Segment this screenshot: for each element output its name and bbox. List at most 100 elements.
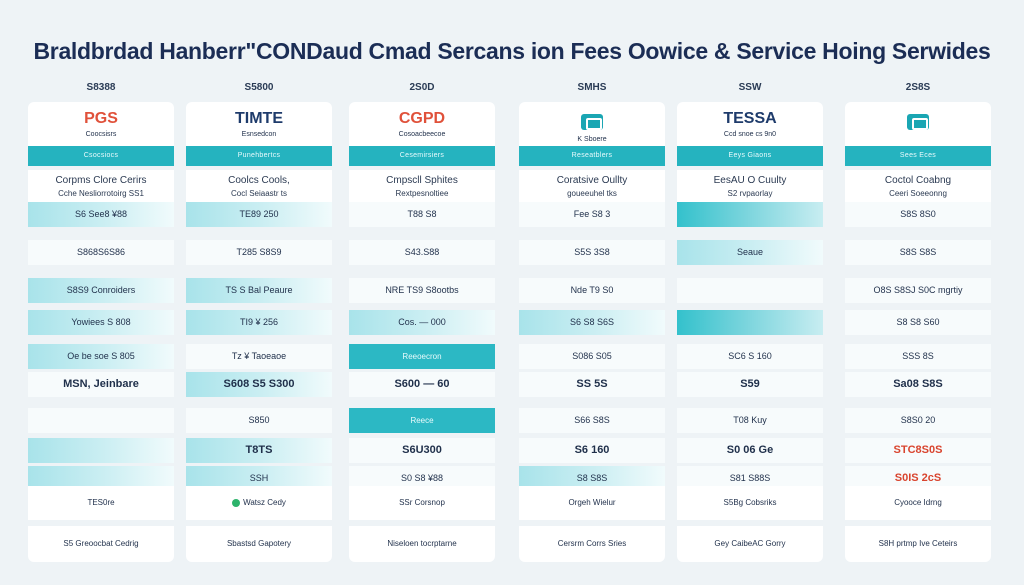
plan-footer[interactable]: S8H prtmp Ive Ceteirs bbox=[845, 526, 991, 562]
plan-footer[interactable]: Sbastsd Gapotery bbox=[186, 526, 332, 562]
provider-logo-sub: Ccd snoe cs 9n0 bbox=[723, 131, 777, 138]
pricing-column-4: SMHS K Sboere Reseatblers Coratsive Oullty g… bbox=[519, 82, 665, 562]
provider-logo-sub: Cosoacbeecoe bbox=[398, 131, 446, 138]
service-note-text: S5Bg Cobsriks bbox=[723, 498, 777, 507]
column-tag: S5800 bbox=[244, 82, 274, 93]
plan-desc-line-2: Cche Nesliorrotoirg SS1 bbox=[58, 189, 144, 198]
fee-row: T08 Kuy bbox=[677, 408, 823, 433]
fee-row: S66 S8S bbox=[519, 408, 665, 433]
plan-description: Corpms Clore Cerirs Cche Nesliorrotoirg S… bbox=[28, 170, 174, 204]
fee-row bbox=[677, 310, 823, 335]
fee-row: Reece bbox=[349, 408, 495, 433]
plan-band: Csocsiocs bbox=[28, 146, 174, 166]
provider-logo: TIMTE bbox=[235, 110, 283, 127]
plan-band: Eeys Giaons bbox=[677, 146, 823, 166]
fee-row: S8 S8 S60 bbox=[845, 310, 991, 335]
plan-footer[interactable]: Cersrm Corrs Sries bbox=[519, 526, 665, 562]
column-tag: SSW bbox=[738, 82, 762, 93]
plan-desc-line-2: Cocl Seiaastr ts bbox=[230, 189, 288, 198]
fee-row: Cos. — 000 bbox=[349, 310, 495, 335]
plan-description: Coolcs Cools, Cocl Seiaastr ts bbox=[186, 170, 332, 204]
plan-footer[interactable]: S5 Greoocbat Cedrig bbox=[28, 526, 174, 562]
pricing-column-3: 2S0D CGPD Cosoacbeecoe Cesemirsiers Cmpscll … bbox=[349, 82, 495, 562]
plan-footer[interactable]: Gey CaibeAC Gorry bbox=[677, 526, 823, 562]
fee-row: S8S9 Conroiders bbox=[28, 278, 174, 303]
plan-band: Cesemirsiers bbox=[349, 146, 495, 166]
fee-row: S59 bbox=[677, 372, 823, 397]
fee-row: MSN, Jeinbare bbox=[28, 372, 174, 397]
service-note-text: TES0re bbox=[87, 498, 115, 507]
fee-row: Sa08 S8S bbox=[845, 372, 991, 397]
plan-desc-line-1: Cmpscll Sphites bbox=[386, 175, 458, 186]
fee-row: S8S S8S bbox=[845, 240, 991, 265]
fee-row bbox=[28, 408, 174, 433]
fee-row: NRE TS9 S8ootbs bbox=[349, 278, 495, 303]
provider-screen-icon bbox=[581, 114, 603, 130]
provider-logo: CGPD bbox=[398, 110, 446, 127]
provider-logo-card[interactable]: TESSA Ccd snoe cs 9n0 bbox=[677, 102, 823, 146]
service-note-text: SSr Corsnop bbox=[399, 498, 445, 507]
provider-logo-card[interactable]: K Sboere bbox=[519, 102, 665, 146]
service-note: SSr Corsnop bbox=[349, 486, 495, 520]
column-tag: 2S0D bbox=[409, 82, 435, 93]
fee-row: Fee S8 3 bbox=[519, 202, 665, 227]
fee-row: S6 S8 S6S bbox=[519, 310, 665, 335]
fee-row: Reeoecron bbox=[349, 344, 495, 369]
provider-logo-card[interactable] bbox=[845, 102, 991, 146]
fee-row: S6U300 bbox=[349, 438, 495, 463]
column-tag: 2S8S bbox=[905, 82, 931, 93]
plan-desc-line-2: S2 rvpaorlay bbox=[727, 189, 773, 198]
plan-description: Coctol Coabng Ceeri Soeeonng bbox=[845, 170, 991, 204]
fee-row: S8S0 20 bbox=[845, 408, 991, 433]
fee-row: S6 See8 ¥88 bbox=[28, 202, 174, 227]
page-title: Braldbrdad Hanberr"CONDaud Cmad Sercans … bbox=[33, 38, 991, 64]
fee-row: Seaue bbox=[677, 240, 823, 265]
plan-desc-line-1: Coolcs Cools, bbox=[228, 175, 290, 186]
fee-row: STC8S0S bbox=[845, 438, 991, 463]
plan-band: Sees Eces bbox=[845, 146, 991, 166]
plan-desc-line-1: Coratsive Oullty bbox=[556, 175, 628, 186]
provider-logo-sub: K Sboere bbox=[577, 136, 607, 143]
service-note: Cyooce Idrng bbox=[845, 486, 991, 520]
fee-row: T285 S8S9 bbox=[186, 240, 332, 265]
pricing-column-1: S8388 PGS Coocsisrs Csocsiocs Corpms Clore C… bbox=[28, 82, 174, 562]
fee-row bbox=[677, 202, 823, 227]
fee-row: TE89 250 bbox=[186, 202, 332, 227]
plan-footer[interactable]: Niseloen tocrptarne bbox=[349, 526, 495, 562]
service-note: S5Bg Cobsriks bbox=[677, 486, 823, 520]
fee-row: S600 — 60 bbox=[349, 372, 495, 397]
provider-logo-card[interactable]: CGPD Cosoacbeecoe bbox=[349, 102, 495, 146]
fee-row: S8S 8S0 bbox=[845, 202, 991, 227]
fee-row bbox=[28, 438, 174, 463]
fee-row: Nde T9 S0 bbox=[519, 278, 665, 303]
pricing-column-6: 2S8S Sees Eces Coctol Coabng Ceeri Soeeonng… bbox=[845, 82, 991, 562]
fee-row: S086 S05 bbox=[519, 344, 665, 369]
plan-desc-line-1: EesAU O Cuulty bbox=[713, 175, 787, 186]
fee-row: Yowiees S 808 bbox=[28, 310, 174, 335]
fee-row: S868S6S86 bbox=[28, 240, 174, 265]
plan-desc-line-2: Rextpesnoltiee bbox=[395, 189, 449, 198]
service-note-text: Watsz Cedy bbox=[243, 498, 286, 507]
provider-logo: PGS bbox=[84, 110, 118, 127]
provider-logo-sub: Esnsedcon bbox=[241, 131, 277, 138]
provider-logo: TESSA bbox=[723, 110, 777, 127]
fee-row: TI9 ¥ 256 bbox=[186, 310, 332, 335]
fee-row: TS S Bal Peaure bbox=[186, 278, 332, 303]
provider-logo-card[interactable]: PGS Coocsisrs bbox=[28, 102, 174, 146]
service-note: TES0re bbox=[28, 486, 174, 520]
plan-description: EesAU O Cuulty S2 rvpaorlay bbox=[677, 170, 823, 204]
fee-row: T8TS bbox=[186, 438, 332, 463]
fee-row: S6 160 bbox=[519, 438, 665, 463]
service-note-text: Cyooce Idrng bbox=[894, 498, 942, 507]
plan-description: Cmpscll Sphites Rextpesnoltiee bbox=[349, 170, 495, 204]
provider-logo-sub: Coocsisrs bbox=[85, 131, 117, 138]
fee-row: S850 bbox=[186, 408, 332, 433]
provider-logo-card[interactable]: TIMTE Esnsedcon bbox=[186, 102, 332, 146]
service-note: Orgeh Wielur bbox=[519, 486, 665, 520]
column-tag: SMHS bbox=[577, 82, 607, 93]
fee-row: SSS 8S bbox=[845, 344, 991, 369]
fee-row: Oe be soe S 805 bbox=[28, 344, 174, 369]
fee-row: Tz ¥ Taoeaoe bbox=[186, 344, 332, 369]
plan-desc-line-2: Ceeri Soeeonng bbox=[889, 189, 947, 198]
service-note-text: Orgeh Wielur bbox=[568, 498, 616, 507]
